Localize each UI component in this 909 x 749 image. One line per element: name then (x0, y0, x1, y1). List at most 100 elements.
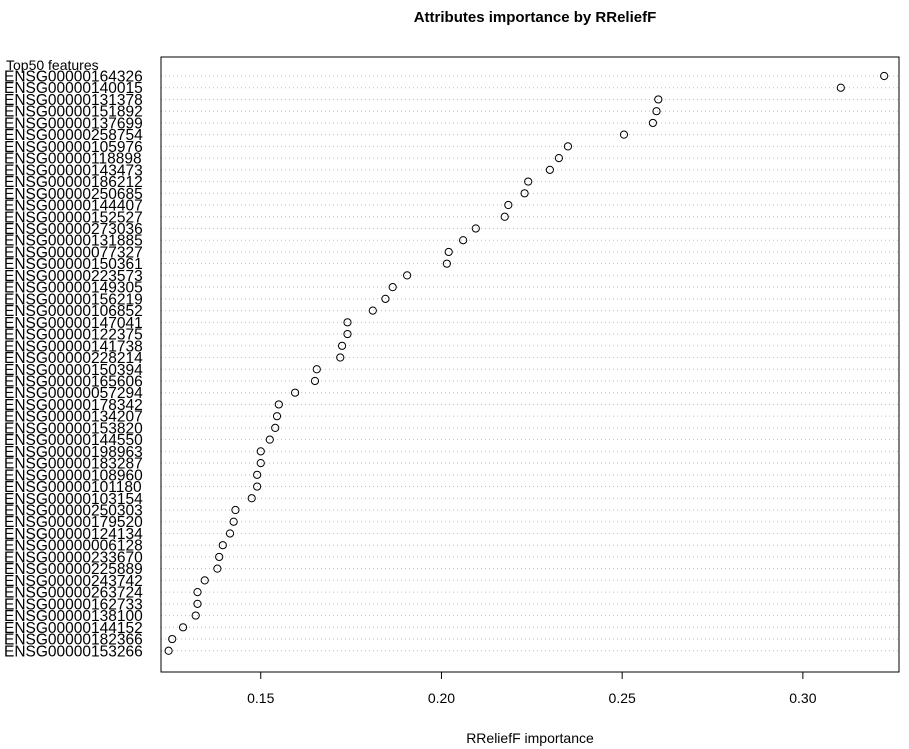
data-point (253, 482, 262, 491)
feature-label: ENSG00000250303 (4, 503, 143, 520)
feature-label: ENSG00000151892 (4, 104, 143, 121)
x-tick-label: 0.20 (428, 690, 455, 706)
data-points (164, 71, 889, 655)
data-point (225, 529, 235, 538)
feature-label: ENSG00000122375 (4, 327, 143, 344)
data-point (343, 318, 352, 327)
feature-label: ENSG00000144152 (4, 620, 143, 637)
feature-label: ENSG00000103154 (4, 491, 143, 508)
data-point (471, 224, 480, 233)
data-point (218, 541, 227, 550)
data-point (271, 423, 280, 432)
data-point (836, 83, 845, 92)
data-point (654, 95, 663, 104)
feature-label: ENSG00000150394 (4, 362, 143, 379)
x-tick-label: 0.25 (609, 690, 636, 706)
data-point (336, 353, 345, 362)
feature-label: ENSG00000144550 (4, 432, 143, 449)
data-point (619, 130, 629, 139)
x-axis: 0.15 0.20 0.25 0.30 (247, 671, 817, 706)
data-point (652, 107, 661, 116)
data-point (265, 435, 274, 444)
feature-label: ENSG00000147041 (4, 315, 143, 332)
data-point (231, 505, 240, 515)
data-point (312, 365, 321, 374)
feature-labels: ENSG00000164326ENSG00000140015ENSG000001… (4, 69, 143, 661)
feature-label: ENSG00000143473 (4, 162, 143, 179)
data-point (343, 329, 352, 339)
data-point (880, 71, 889, 81)
feature-label: ENSG00000144407 (4, 198, 143, 215)
data-point (193, 599, 202, 608)
feature-label: ENSG00000118898 (4, 151, 142, 168)
feature-label: ENSG00000198963 (4, 444, 143, 461)
feature-label: ENSG00000162733 (4, 596, 143, 613)
data-point (403, 271, 412, 280)
feature-label: ENSG00000153266 (4, 643, 143, 660)
feature-label: ENSG00000223573 (4, 268, 143, 285)
feature-label: ENSG00000183287 (4, 456, 143, 473)
feature-label: ENSG00000250685 (4, 186, 143, 203)
data-point (648, 118, 657, 128)
feature-label: ENSG00000149305 (4, 280, 143, 297)
grid-lines (161, 75, 899, 652)
feature-label: ENSG00000164326 (4, 69, 143, 86)
data-point (337, 341, 347, 350)
feature-label: ENSG00000077327 (4, 244, 143, 261)
feature-label: ENSG00000152527 (4, 209, 143, 226)
data-point (256, 458, 265, 468)
feature-label: ENSG00000178342 (4, 397, 143, 414)
data-point (272, 412, 282, 421)
data-point (310, 376, 320, 386)
data-point (388, 283, 397, 292)
data-point (178, 623, 188, 632)
feature-label: ENSG00000101180 (4, 479, 142, 496)
data-point (520, 189, 529, 198)
feature-label: ENSG00000233670 (4, 549, 143, 566)
plot-frame (160, 56, 900, 673)
data-point (368, 306, 377, 315)
data-point (381, 294, 390, 303)
feature-label: ENSG00000134207 (4, 409, 143, 426)
data-point (191, 611, 200, 620)
feature-label: ENSG00000186212 (4, 174, 143, 191)
feature-label: ENSG00000131378 (4, 92, 143, 109)
data-point (256, 447, 265, 456)
feature-label: ENSG00000263724 (4, 585, 143, 602)
data-point (444, 247, 453, 257)
feature-label: ENSG00000057294 (4, 385, 143, 402)
feature-label: ENSG00000273036 (4, 221, 143, 238)
feature-label: ENSG00000105976 (4, 139, 143, 156)
feature-label: ENSG00000156219 (4, 291, 143, 308)
data-point (213, 564, 222, 573)
data-point (215, 552, 224, 562)
feature-label: ENSG00000137699 (4, 115, 143, 132)
feature-label: ENSG00000228214 (4, 350, 143, 367)
data-point (229, 517, 238, 526)
data-point (200, 576, 209, 585)
data-point (168, 634, 177, 644)
data-point (545, 165, 554, 174)
data-point (442, 259, 451, 268)
data-point (274, 400, 283, 409)
feature-label: ENSG00000150361 (4, 256, 143, 273)
feature-label: ENSG00000179520 (4, 514, 143, 531)
x-tick-label: 0.15 (247, 690, 274, 706)
data-point (247, 494, 256, 503)
data-point (253, 470, 262, 479)
data-point (554, 154, 564, 163)
data-point (193, 588, 202, 597)
data-point (504, 200, 513, 210)
feature-label: ENSG00000138100 (4, 608, 143, 625)
x-tick-label: 0.30 (789, 690, 816, 706)
feature-label: ENSG00000006128 (4, 538, 143, 555)
feature-label: ENSG00000258754 (4, 127, 143, 144)
feature-label: ENSG00000124134 (4, 526, 143, 543)
data-point (500, 212, 509, 221)
feature-label: ENSG00000131885 (4, 233, 143, 250)
data-point (459, 236, 468, 245)
feature-label: ENSG00000182366 (4, 632, 143, 649)
feature-label: ENSG00000165606 (4, 373, 143, 390)
data-point (563, 142, 573, 151)
